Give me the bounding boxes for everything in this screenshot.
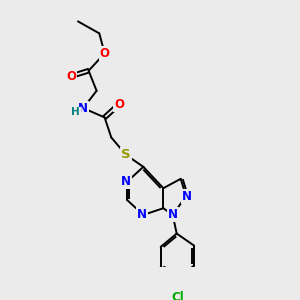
Text: N: N	[137, 208, 147, 221]
Text: O: O	[66, 70, 76, 83]
Text: N: N	[78, 102, 88, 115]
Text: N: N	[182, 190, 192, 203]
Text: Cl: Cl	[172, 291, 184, 300]
Text: N: N	[121, 175, 131, 188]
Text: N: N	[168, 208, 178, 221]
Text: O: O	[100, 47, 110, 60]
Text: S: S	[121, 148, 131, 161]
Text: H: H	[71, 107, 80, 117]
Text: O: O	[114, 98, 124, 111]
